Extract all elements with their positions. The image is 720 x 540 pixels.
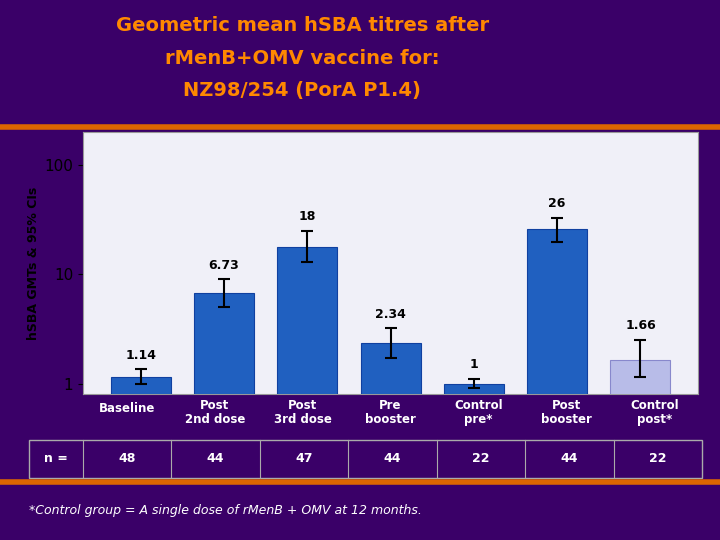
Text: pre*: pre* bbox=[464, 413, 492, 426]
Text: Post: Post bbox=[200, 399, 230, 411]
Text: 44: 44 bbox=[207, 453, 224, 465]
Bar bbox=[361, 343, 420, 540]
Text: Post: Post bbox=[288, 399, 318, 411]
Bar bbox=[111, 377, 171, 540]
Text: Control: Control bbox=[454, 399, 503, 411]
Bar bbox=[444, 383, 504, 540]
Bar bbox=[277, 247, 337, 540]
Text: post*: post* bbox=[636, 413, 672, 426]
Bar bbox=[527, 229, 587, 540]
Text: Pre: Pre bbox=[379, 399, 402, 411]
Bar bbox=[194, 293, 254, 540]
Text: 1: 1 bbox=[469, 358, 478, 371]
Bar bbox=[611, 360, 670, 540]
Text: 22: 22 bbox=[649, 453, 667, 465]
Text: 3rd dose: 3rd dose bbox=[274, 413, 332, 426]
Text: n =: n = bbox=[44, 453, 68, 465]
Text: Baseline: Baseline bbox=[99, 402, 155, 415]
Text: Post: Post bbox=[552, 399, 581, 411]
Text: rMenB+OMV vaccine for:: rMenB+OMV vaccine for: bbox=[165, 49, 440, 68]
Text: 6.73: 6.73 bbox=[209, 259, 240, 272]
Text: Geometric mean hSBA titres after: Geometric mean hSBA titres after bbox=[116, 16, 489, 35]
Text: 22: 22 bbox=[472, 453, 490, 465]
Text: 48: 48 bbox=[118, 453, 135, 465]
Text: booster: booster bbox=[541, 413, 592, 426]
Text: 44: 44 bbox=[384, 453, 401, 465]
Text: 1.66: 1.66 bbox=[625, 319, 656, 332]
Text: 2nd dose: 2nd dose bbox=[184, 413, 245, 426]
Text: 2.34: 2.34 bbox=[375, 308, 406, 321]
Y-axis label: hSBA GMTs & 95% CIs: hSBA GMTs & 95% CIs bbox=[27, 187, 40, 340]
Text: NZ98/254 (PorA P1.4): NZ98/254 (PorA P1.4) bbox=[184, 81, 421, 100]
Text: booster: booster bbox=[365, 413, 416, 426]
Text: *Control group = A single dose of rMenB + OMV at 12 months.: *Control group = A single dose of rMenB … bbox=[29, 504, 422, 517]
Text: 26: 26 bbox=[549, 197, 566, 210]
Text: 47: 47 bbox=[295, 453, 312, 465]
Text: 1.14: 1.14 bbox=[125, 348, 156, 361]
Text: 44: 44 bbox=[561, 453, 578, 465]
Text: 18: 18 bbox=[299, 210, 316, 223]
Text: Control: Control bbox=[630, 399, 679, 411]
